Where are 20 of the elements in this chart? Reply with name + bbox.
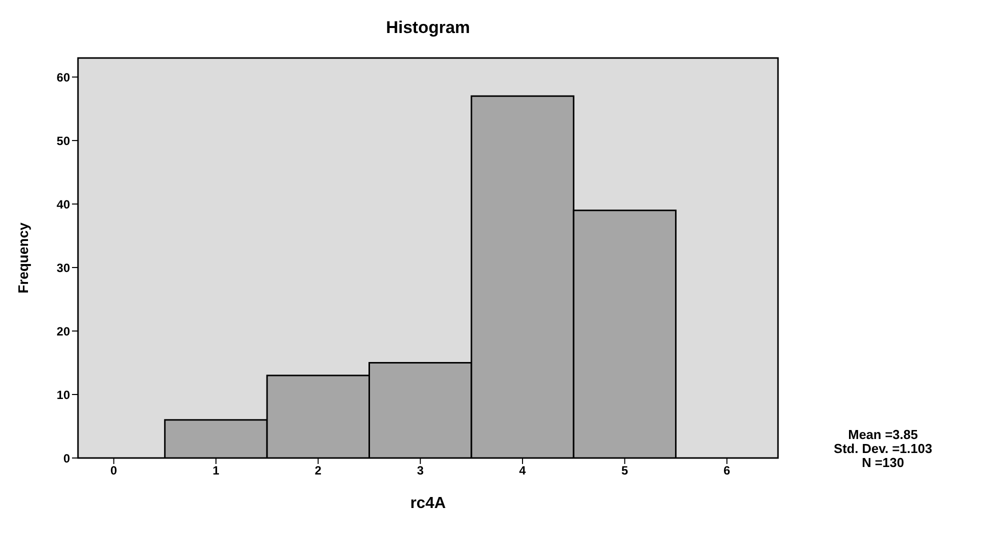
y-axis-title: Frequency [14,222,31,294]
x-tick-label: 2 [314,464,322,478]
y-tick-label: 10 [56,388,70,402]
x-tick-label: 5 [621,464,628,478]
y-tick-label: 30 [56,260,70,275]
x-tick-label: 4 [519,464,526,478]
x-tick-label: 0 [110,464,118,478]
y-tick-label: 0 [63,451,70,466]
text: Mean =3.85 [847,427,919,442]
x-axis-title: rc4A [410,495,446,512]
x-tick-label: 3 [416,464,424,478]
y-tick-label: 20 [56,324,70,338]
text: Std. Dev. =1.103 [832,441,934,456]
text: N =130 [860,455,906,470]
x-tick-label: 6 [724,464,731,478]
y-tick-label: 60 [56,70,70,84]
chart-title: Histogram [384,18,472,38]
y-tick-label: 50 [56,134,70,148]
y-tick-label: 40 [56,197,70,212]
x-tick-label: 1 [212,464,220,478]
